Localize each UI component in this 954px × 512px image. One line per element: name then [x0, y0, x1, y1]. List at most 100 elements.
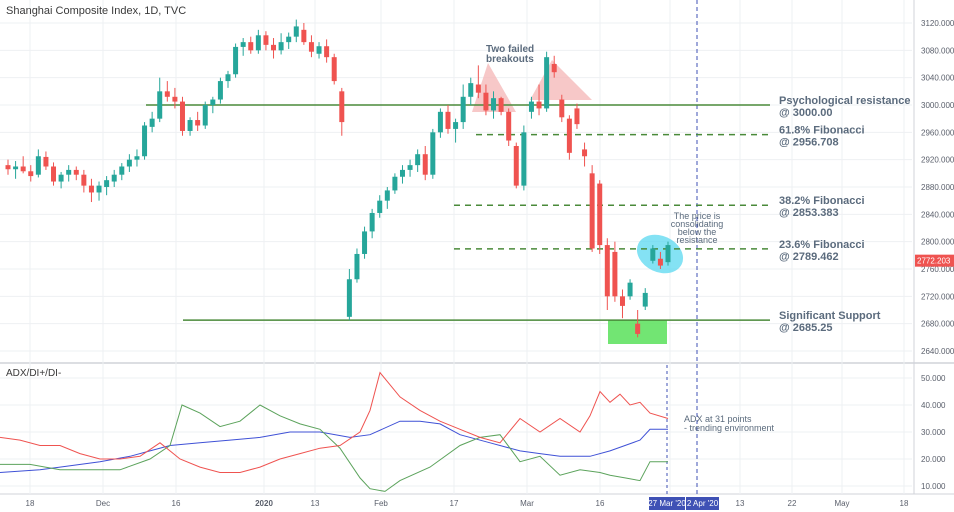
- candle-body: [369, 212, 375, 232]
- price-tick-label: 2960.000: [921, 128, 954, 137]
- candle: [627, 279, 633, 300]
- candle: [635, 310, 641, 338]
- candle-body: [635, 323, 641, 334]
- candle: [544, 51, 550, 112]
- x-tick-label: May: [834, 499, 849, 508]
- last-price-label: 2772.203: [917, 257, 951, 266]
- candle-body: [278, 42, 284, 51]
- price-tick-label: 2920.000: [921, 156, 954, 165]
- price-tick-label: 2640.000: [921, 347, 954, 356]
- candle-body: [483, 92, 489, 111]
- candle: [66, 165, 72, 182]
- candle-body: [491, 98, 497, 111]
- candle: [597, 180, 603, 254]
- indicator-tick-label: 20.000: [921, 455, 946, 464]
- candle-body: [240, 42, 246, 47]
- candle: [657, 251, 663, 269]
- candle: [233, 43, 239, 78]
- x-tick-label: Mar: [520, 499, 534, 508]
- candle-body: [28, 171, 34, 177]
- candle-body: [528, 101, 534, 112]
- candle-body: [96, 185, 102, 193]
- candle-body: [468, 83, 474, 97]
- candle-body: [589, 173, 595, 249]
- candle-body: [73, 169, 79, 175]
- candle: [278, 33, 284, 55]
- candle: [399, 165, 405, 184]
- level-value-label: @ 2853.383: [779, 207, 839, 219]
- candle-body: [293, 26, 299, 37]
- candle-body: [619, 296, 625, 306]
- candle-body: [157, 91, 163, 119]
- candle: [195, 111, 201, 131]
- candle-body: [149, 118, 155, 127]
- candle: [384, 187, 390, 209]
- candle-body: [248, 42, 254, 51]
- price-tick-label: 2800.000: [921, 238, 954, 247]
- candle: [491, 91, 497, 119]
- price-tick-label: 3040.000: [921, 74, 954, 83]
- candle-body: [627, 282, 633, 297]
- candle-body: [566, 118, 572, 153]
- candle-body: [445, 111, 451, 129]
- level-value-label: @ 2789.462: [779, 251, 839, 263]
- candle-body: [657, 258, 663, 266]
- candle: [104, 176, 110, 196]
- candle: [589, 165, 595, 252]
- candle-body: [255, 35, 261, 51]
- candle-body: [498, 98, 504, 112]
- level-label: Psychological resistance: [779, 95, 910, 107]
- candle: [551, 55, 557, 78]
- candle: [20, 156, 26, 174]
- candle: [134, 149, 140, 167]
- candle-body: [551, 64, 557, 73]
- candle-body: [35, 156, 41, 175]
- candle: [468, 77, 474, 105]
- candle: [422, 146, 428, 181]
- date-badge: [649, 497, 685, 510]
- annotation-labels: Psychological resistance@ 3000.00 61.8% F…: [486, 44, 910, 433]
- candle-body: [263, 35, 269, 45]
- candle-body: [179, 101, 185, 131]
- candle-body: [187, 120, 193, 131]
- candle-body: [308, 42, 314, 52]
- candle-body: [544, 57, 550, 109]
- series-adx: [0, 420, 668, 473]
- breakouts-annotation: Two failed: [486, 44, 534, 55]
- x-tick-label: 17: [450, 499, 459, 508]
- candle-body: [354, 253, 360, 280]
- candle: [263, 31, 269, 51]
- candle: [58, 171, 64, 189]
- candle: [308, 35, 314, 58]
- adx-indicator: [0, 371, 669, 492]
- candle-body: [51, 166, 57, 182]
- candle-body: [415, 154, 421, 166]
- candle-body: [331, 57, 337, 82]
- candle-body: [225, 74, 231, 82]
- candle: [225, 70, 231, 88]
- candle: [536, 84, 542, 116]
- candle-body: [195, 120, 201, 126]
- candle-body: [437, 111, 443, 133]
- level-label: 23.6% Fibonacci: [779, 239, 865, 251]
- candle-body: [460, 96, 466, 123]
- candle: [574, 103, 580, 129]
- candle: [665, 241, 671, 266]
- candle-body: [399, 169, 405, 177]
- candle-body: [407, 165, 413, 170]
- candle-body: [210, 99, 216, 105]
- candle: [210, 96, 216, 114]
- candle: [354, 248, 360, 283]
- candle-body: [202, 105, 208, 126]
- candle: [179, 96, 185, 136]
- candle-body: [134, 156, 140, 160]
- candle: [96, 181, 102, 201]
- candle-body: [88, 185, 94, 193]
- candle: [437, 108, 443, 138]
- candle-body: [58, 174, 64, 182]
- candlestick-series: [5, 19, 671, 338]
- candle-body: [20, 166, 26, 172]
- level-value-label: @ 2956.708: [779, 137, 839, 149]
- candle: [430, 128, 436, 179]
